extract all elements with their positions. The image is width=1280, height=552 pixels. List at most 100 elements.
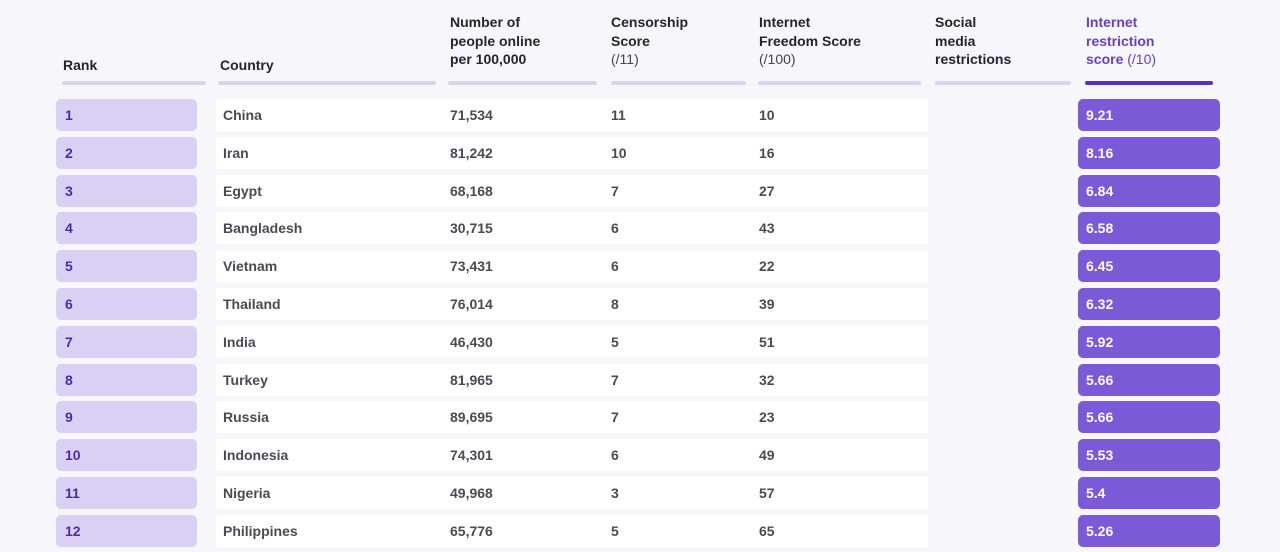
header-online-line-2: people online (450, 32, 541, 49)
row-background (216, 514, 928, 547)
freedom-score-cell: 51 (759, 333, 775, 350)
restriction-score-cell: 5.4 (1078, 477, 1220, 509)
rank-cell: 7 (56, 325, 197, 358)
header-censorship-score: Censorship Score (/11) (611, 13, 688, 69)
people-online-cell: 49,968 (450, 485, 493, 501)
people-online-cell: 73,431 (450, 258, 493, 275)
censorship-score-cell: 10 (611, 144, 627, 161)
country-cell: Thailand (223, 296, 281, 312)
rank-cell: 11 (56, 477, 197, 509)
freedom-score-cell: 39 (759, 296, 775, 312)
people-online-cell: 30,715 (450, 220, 493, 237)
header-restriction-line-1: Internet (1086, 14, 1138, 30)
restriction-score-cell: 5.53 (1078, 439, 1220, 472)
row-background (216, 477, 928, 509)
restriction-score-cell: 6.84 (1078, 174, 1220, 207)
header-internet-restriction-score: Internet restriction score (/10) (1086, 13, 1156, 69)
censorship-score-cell: 11 (611, 107, 626, 123)
header-censorship-line-1: Censorship (611, 14, 689, 30)
rank-cell: 8 (56, 363, 197, 396)
table-row: 1 China 71,534 11 10 9.21 (0, 99, 1280, 131)
country-cell: China (223, 107, 262, 123)
rank-cell: 1 (56, 99, 197, 131)
header-social-line-3: restrictions (935, 51, 1012, 67)
row-background (216, 174, 928, 207)
rank-cell: 5 (56, 250, 197, 283)
header-social-line-2: media (935, 32, 976, 49)
rank-cell: 12 (56, 514, 197, 547)
table-row: 2 Iran 81,242 10 16 8.16 (0, 136, 1280, 169)
header-censorship-line-2: Score (611, 32, 650, 49)
underline-online (448, 81, 597, 85)
censorship-score-cell: 7 (611, 409, 619, 426)
header-rank-label: Rank (63, 57, 98, 73)
rank-cell: 9 (56, 401, 197, 434)
rank-cell: 6 (56, 288, 197, 320)
header-internet-freedom-score: Internet Freedom Score (/100) (759, 13, 861, 69)
table-row: 3 Egypt 68,168 7 27 6.84 (0, 174, 1280, 207)
row-background (216, 212, 928, 245)
country-cell: Bangladesh (223, 220, 303, 237)
header-restriction-word: score (1086, 51, 1124, 67)
header-restriction-line-3: score (/10) (1086, 50, 1156, 69)
censorship-score-cell: 8 (611, 296, 619, 312)
header-social-line-1: Social (935, 14, 977, 30)
table-row: 10 Indonesia 74,301 6 49 5.53 (0, 439, 1280, 472)
freedom-score-cell: 10 (759, 107, 775, 123)
row-background (216, 439, 928, 472)
row-background (216, 136, 928, 169)
header-online-line-3: per 100,000 (450, 51, 527, 67)
header-restriction-unit: (/10) (1127, 51, 1157, 67)
freedom-score-cell: 32 (759, 371, 775, 388)
freedom-score-cell: 27 (759, 182, 775, 199)
restriction-score-cell: 5.66 (1078, 401, 1220, 434)
country-cell: Indonesia (223, 447, 289, 464)
people-online-cell: 65,776 (450, 522, 493, 539)
social-media-restrictions-column (935, 99, 1071, 552)
country-cell: India (223, 333, 256, 350)
table-row: 4 Bangladesh 30,715 6 43 6.58 (0, 212, 1280, 245)
table-row: 8 Turkey 81,965 7 32 5.66 (0, 363, 1280, 396)
country-cell: Turkey (223, 371, 268, 388)
header-country: Country (220, 56, 274, 75)
restriction-score-cell: 5.66 (1078, 363, 1220, 396)
restriction-score-cell: 6.58 (1078, 212, 1220, 245)
freedom-score-cell: 16 (759, 144, 775, 161)
people-online-cell: 76,014 (450, 296, 493, 312)
freedom-score-cell: 57 (759, 485, 775, 501)
country-cell: Russia (223, 409, 269, 426)
row-background (216, 99, 928, 131)
people-online-cell: 81,965 (450, 371, 493, 388)
restriction-score-cell: 5.26 (1078, 514, 1220, 547)
underline-restriction (1085, 81, 1213, 85)
censorship-score-cell: 5 (611, 522, 619, 539)
freedom-score-cell: 65 (759, 522, 775, 539)
censorship-score-cell: 6 (611, 220, 619, 237)
row-background (216, 401, 928, 434)
table-row: 9 Russia 89,695 7 23 5.66 (0, 401, 1280, 434)
people-online-cell: 89,695 (450, 409, 493, 426)
table-row: 6 Thailand 76,014 8 39 6.32 (0, 288, 1280, 320)
restriction-score-cell: 6.45 (1078, 250, 1220, 283)
restriction-score-cell: 6.32 (1078, 288, 1220, 320)
header-social-media-restrictions: Social media restrictions (935, 13, 1011, 69)
restriction-score-cell: 9.21 (1078, 99, 1220, 131)
header-freedom-line-2: Freedom Score (759, 32, 861, 49)
people-online-cell: 81,242 (450, 144, 493, 161)
people-online-cell: 68,168 (450, 182, 493, 199)
people-online-cell: 74,301 (450, 447, 493, 464)
underline-freedom (758, 81, 921, 85)
freedom-score-cell: 49 (759, 447, 775, 464)
rank-cell: 10 (56, 439, 197, 472)
table-row: 5 Vietnam 73,431 6 22 6.45 (0, 250, 1280, 283)
censorship-score-cell: 6 (611, 447, 619, 464)
row-background (216, 250, 928, 283)
rank-cell: 3 (56, 174, 197, 207)
underline-rank (62, 81, 206, 85)
header-country-label: Country (220, 57, 274, 73)
people-online-cell: 71,534 (450, 107, 493, 123)
censorship-score-cell: 5 (611, 333, 619, 350)
header-rank: Rank (63, 56, 97, 75)
table-row: 12 Philippines 65,776 5 65 5.26 (0, 514, 1280, 547)
freedom-score-cell: 43 (759, 220, 775, 237)
